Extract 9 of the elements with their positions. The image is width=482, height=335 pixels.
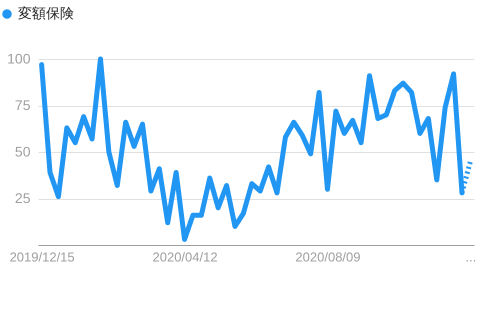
x-tick-label: 2019/12/15: [10, 250, 75, 264]
legend-label: 変額保険: [18, 5, 74, 21]
y-tick-label: 50: [14, 144, 31, 160]
y-tick-label: 25: [14, 190, 31, 206]
x-tick-label: ...: [465, 250, 476, 264]
x-tick-label: 2020/04/12: [152, 250, 218, 264]
y-tick-label: 100: [7, 50, 31, 66]
x-tick-label: 2020/08/09: [295, 250, 361, 264]
y-tick-label: 75: [14, 97, 31, 113]
